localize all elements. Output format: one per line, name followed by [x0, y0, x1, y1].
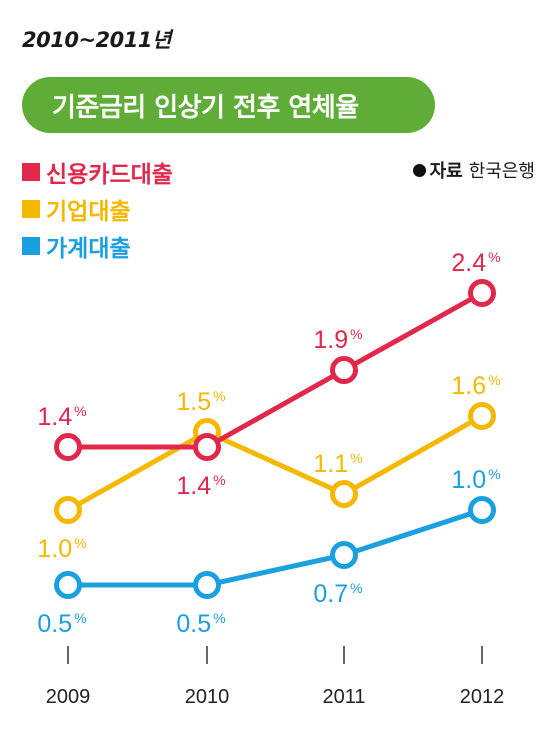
- data-label-corporate-2012: 1.6%: [451, 372, 500, 400]
- data-label-household-2010: 0.5%: [176, 610, 225, 638]
- series-line-household: [68, 507, 483, 588]
- source-name: 한국은행: [468, 161, 535, 182]
- data-label-credit-card-2011: 1.9%: [313, 326, 362, 354]
- series-line-corporate: [66, 413, 484, 513]
- data-point-credit-card-2011: [330, 356, 358, 384]
- legend-swatch-household: [22, 236, 40, 255]
- data-point-corporate-2009: [54, 496, 82, 524]
- data-point-household-2011: [330, 541, 358, 569]
- data-label-household-2009: 0.5%: [37, 610, 86, 638]
- data-point-household-2012: [468, 496, 496, 524]
- source-label: 자료: [429, 161, 463, 182]
- data-point-credit-card-2010: [193, 433, 221, 461]
- legend-swatch-corporate: [22, 199, 40, 218]
- x-tick-label-2010: 2010: [185, 686, 230, 708]
- period-subtitle: 2010~2011년: [22, 28, 171, 52]
- data-label-corporate-2009: 1.0%: [37, 535, 86, 563]
- series-line-credit-card: [68, 290, 484, 450]
- data-label-credit-card-2012: 2.4%: [451, 249, 500, 277]
- data-point-household-2010: [193, 571, 221, 599]
- source-note: 자료 한국은행: [412, 157, 535, 183]
- legend-item-credit-card: 신용카드대출: [22, 153, 173, 190]
- data-label-household-2012: 1.0%: [451, 466, 500, 494]
- data-label-credit-card-2010: 1.4%: [176, 472, 225, 500]
- data-point-corporate-2012: [468, 402, 496, 430]
- data-label-household-2011: 0.7%: [313, 580, 362, 608]
- bullet-icon: [412, 163, 426, 177]
- data-label-corporate-2010: 1.5%: [176, 388, 225, 416]
- legend-item-household: 가계대출: [22, 227, 173, 264]
- title-banner: 기준금리 인상기 전후 연체율: [22, 77, 435, 133]
- legend: 신용카드대출 기업대출 가계대출: [22, 153, 173, 264]
- legend-label-credit-card: 신용카드대출: [46, 161, 173, 188]
- legend-label-corporate: 기업대출: [46, 198, 131, 225]
- data-label-credit-card-2009: 1.4%: [37, 403, 86, 431]
- data-label-corporate-2011: 1.1%: [313, 450, 362, 478]
- data-point-credit-card-2009: [54, 433, 82, 461]
- data-point-corporate-2011: [330, 480, 358, 508]
- chart-title: 기준금리 인상기 전후 연체율: [52, 92, 359, 123]
- x-tick-label-2009: 2009: [46, 686, 91, 708]
- x-tick-label-2011: 2011: [322, 686, 365, 708]
- data-point-credit-card-2012: [468, 279, 496, 307]
- data-point-household-2009: [54, 571, 82, 599]
- legend-item-corporate: 기업대출: [22, 190, 173, 227]
- legend-swatch-credit-card: [22, 162, 40, 181]
- x-tick-label-2012: 2012: [460, 686, 505, 708]
- legend-label-household: 가계대출: [46, 235, 131, 262]
